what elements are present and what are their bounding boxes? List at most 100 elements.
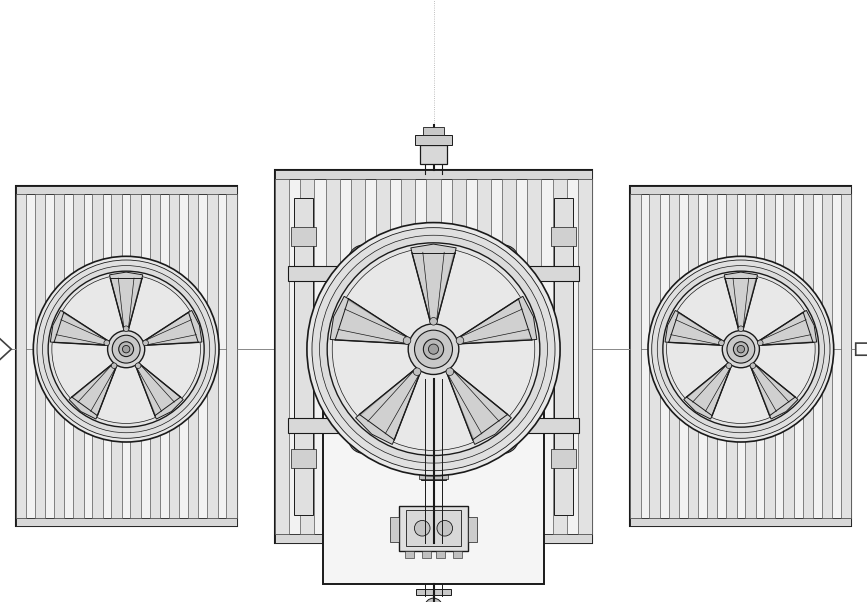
- Bar: [468, 517, 477, 542]
- Polygon shape: [360, 361, 425, 416]
- Circle shape: [758, 340, 763, 346]
- Circle shape: [727, 335, 755, 363]
- Polygon shape: [856, 330, 867, 368]
- Bar: [502, 179, 516, 534]
- Bar: [426, 435, 441, 471]
- Circle shape: [428, 344, 439, 354]
- Circle shape: [652, 260, 830, 438]
- Circle shape: [332, 248, 535, 450]
- Circle shape: [738, 326, 744, 332]
- Polygon shape: [752, 341, 813, 346]
- Bar: [688, 194, 698, 518]
- Bar: [323, 379, 544, 584]
- Bar: [436, 551, 445, 558]
- Circle shape: [487, 245, 518, 276]
- Polygon shape: [72, 358, 120, 398]
- Circle shape: [648, 256, 834, 442]
- Polygon shape: [127, 278, 142, 338]
- Polygon shape: [133, 358, 156, 415]
- Circle shape: [487, 422, 518, 453]
- Circle shape: [123, 326, 129, 332]
- Bar: [207, 194, 218, 518]
- Polygon shape: [0, 330, 11, 368]
- Bar: [630, 186, 851, 526]
- Circle shape: [349, 422, 380, 453]
- Bar: [421, 471, 446, 480]
- Bar: [406, 510, 461, 547]
- Bar: [294, 198, 313, 515]
- Bar: [276, 534, 591, 543]
- Circle shape: [722, 330, 759, 368]
- Bar: [399, 506, 468, 551]
- Circle shape: [37, 260, 215, 438]
- Circle shape: [143, 340, 148, 346]
- Circle shape: [414, 368, 421, 376]
- Polygon shape: [665, 311, 730, 346]
- Polygon shape: [133, 358, 183, 419]
- Circle shape: [423, 339, 444, 359]
- Bar: [822, 194, 832, 518]
- Polygon shape: [69, 358, 120, 419]
- Circle shape: [307, 223, 560, 476]
- Bar: [54, 194, 64, 518]
- Circle shape: [355, 429, 374, 447]
- Polygon shape: [411, 244, 456, 334]
- Bar: [226, 194, 237, 518]
- Polygon shape: [137, 341, 199, 346]
- Circle shape: [750, 363, 756, 368]
- Circle shape: [425, 598, 442, 602]
- Bar: [668, 194, 679, 518]
- Bar: [630, 186, 851, 194]
- Circle shape: [49, 271, 204, 427]
- Bar: [630, 518, 851, 526]
- Circle shape: [135, 363, 141, 368]
- Circle shape: [408, 324, 459, 374]
- Bar: [453, 551, 462, 558]
- Circle shape: [667, 275, 815, 423]
- Circle shape: [312, 228, 555, 471]
- Bar: [551, 226, 576, 246]
- Polygon shape: [747, 358, 798, 419]
- Polygon shape: [752, 311, 817, 346]
- Bar: [841, 194, 851, 518]
- Circle shape: [403, 337, 411, 344]
- Circle shape: [663, 271, 818, 427]
- Circle shape: [494, 429, 512, 447]
- Bar: [288, 265, 579, 281]
- Bar: [427, 179, 440, 534]
- Bar: [16, 194, 26, 518]
- Circle shape: [104, 340, 109, 346]
- Bar: [421, 399, 446, 425]
- Polygon shape: [684, 358, 734, 419]
- Bar: [291, 448, 316, 468]
- Polygon shape: [355, 361, 425, 444]
- Polygon shape: [448, 338, 531, 345]
- Circle shape: [657, 265, 825, 433]
- Polygon shape: [330, 296, 419, 344]
- Bar: [452, 179, 466, 534]
- Bar: [784, 194, 794, 518]
- Circle shape: [446, 368, 453, 376]
- Polygon shape: [687, 358, 734, 398]
- Polygon shape: [442, 361, 512, 444]
- Polygon shape: [109, 272, 143, 338]
- Circle shape: [320, 235, 547, 463]
- Circle shape: [414, 521, 430, 536]
- Circle shape: [494, 251, 512, 270]
- Polygon shape: [740, 278, 757, 338]
- Polygon shape: [50, 311, 115, 346]
- Circle shape: [733, 342, 748, 356]
- Circle shape: [119, 342, 134, 356]
- Bar: [764, 194, 775, 518]
- Bar: [326, 179, 340, 534]
- Polygon shape: [448, 296, 537, 344]
- Bar: [376, 179, 390, 534]
- Circle shape: [108, 330, 145, 368]
- Bar: [111, 194, 122, 518]
- Circle shape: [456, 337, 464, 344]
- Polygon shape: [137, 311, 202, 346]
- Bar: [401, 179, 415, 534]
- Bar: [423, 128, 444, 135]
- Bar: [416, 589, 451, 595]
- Bar: [288, 418, 579, 433]
